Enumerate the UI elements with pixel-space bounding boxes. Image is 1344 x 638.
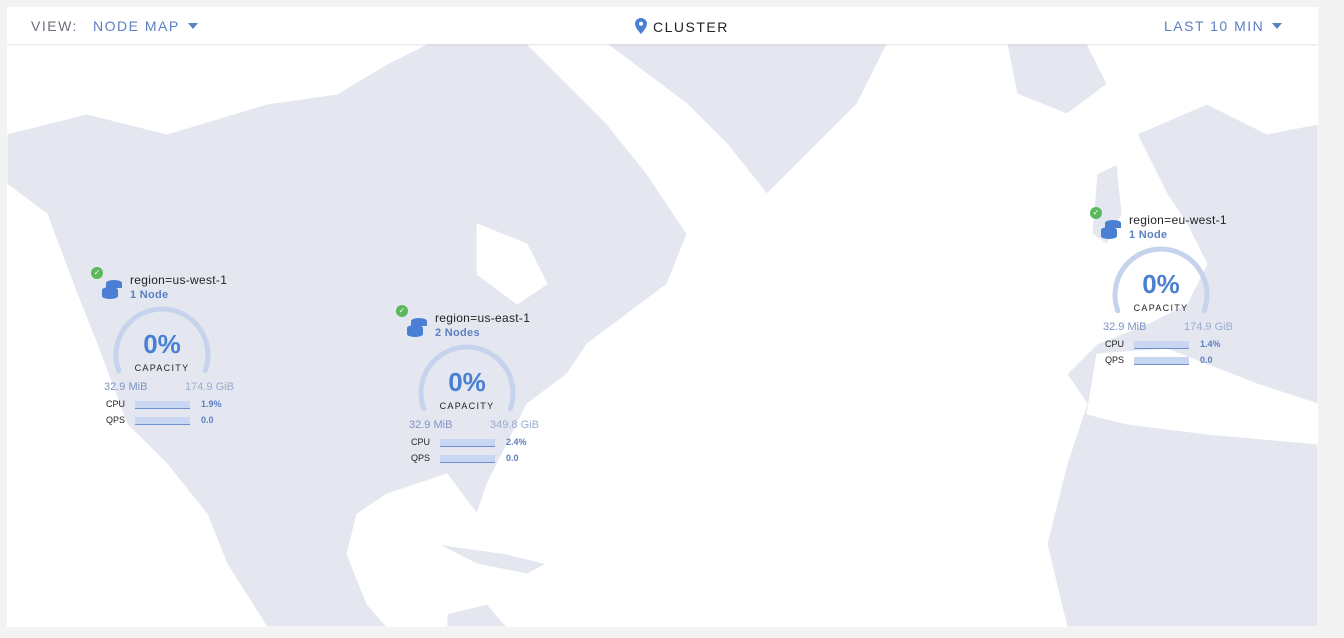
- qps-value: 0.0: [201, 415, 214, 425]
- node-count: 2 Nodes: [435, 327, 480, 339]
- capacity-percent: 0%: [1142, 269, 1180, 299]
- capacity-percent: 0%: [448, 367, 486, 397]
- qps-sparkline: [440, 455, 495, 463]
- region-card[interactable]: ✓ region=us-west-1 1 Node 0% CAPACITY 32…: [91, 267, 251, 427]
- capacity-gauge: [418, 344, 516, 412]
- breadcrumb-cluster: CLUSTER: [653, 19, 729, 35]
- qps-sparkline: [135, 417, 190, 425]
- view-dropdown[interactable]: NODE MAP: [93, 18, 198, 34]
- cpu-value: 1.9%: [201, 399, 222, 409]
- node-count: 1 Node: [1129, 229, 1168, 241]
- qps-sparkline: [1134, 357, 1189, 365]
- region-name[interactable]: region=eu-west-1: [1129, 213, 1227, 227]
- capacity-gauge: [1112, 246, 1210, 314]
- used-capacity: 32.9 MiB: [104, 381, 148, 393]
- capacity-label: CAPACITY: [439, 401, 495, 411]
- world-map[interactable]: [7, 44, 1318, 627]
- qps-label: QPS: [1105, 355, 1125, 365]
- cpu-label: CPU: [411, 437, 431, 447]
- used-capacity: 32.9 MiB: [1103, 321, 1147, 333]
- database-icon: [407, 318, 427, 337]
- chevron-down-icon: [187, 23, 198, 29]
- database-icon: [102, 280, 122, 299]
- view-value: NODE MAP: [93, 18, 180, 34]
- view-label: VIEW:: [31, 18, 78, 34]
- capacity-percent: 0%: [143, 329, 181, 359]
- cpu-label: CPU: [106, 399, 126, 409]
- total-capacity: 174.9 GiB: [1184, 321, 1233, 333]
- qps-label: QPS: [411, 453, 431, 463]
- node-count: 1 Node: [130, 289, 169, 301]
- check-icon: ✓: [396, 305, 408, 317]
- cpu-sparkline: [440, 439, 495, 447]
- cpu-value: 2.4%: [506, 437, 527, 447]
- cpu-label: CPU: [1105, 339, 1125, 349]
- used-capacity: 32.9 MiB: [409, 419, 453, 431]
- check-icon: ✓: [91, 267, 103, 279]
- capacity-label: CAPACITY: [134, 363, 190, 373]
- qps-value: 0.0: [1200, 355, 1213, 365]
- chevron-down-icon: [1272, 23, 1283, 29]
- cpu-sparkline: [1134, 341, 1189, 349]
- qps-label: QPS: [106, 415, 126, 425]
- database-icon: [1101, 220, 1121, 239]
- region-card[interactable]: ✓ region=us-east-1 2 Nodes 0% CAPACITY 3…: [396, 305, 556, 465]
- time-range-value: LAST 10 MIN: [1164, 18, 1265, 34]
- total-capacity: 349.8 GiB: [490, 419, 539, 431]
- capacity-label: CAPACITY: [1133, 303, 1189, 313]
- location-pin-icon: [635, 18, 647, 34]
- total-capacity: 174.9 GiB: [185, 381, 234, 393]
- header: VIEW: NODE MAP CLUSTER LAST 10 MIN: [7, 7, 1318, 44]
- check-icon: ✓: [1090, 207, 1102, 219]
- cpu-value: 1.4%: [1200, 339, 1221, 349]
- region-name[interactable]: region=us-west-1: [130, 273, 228, 287]
- breadcrumb[interactable]: CLUSTER: [635, 18, 729, 35]
- region-name[interactable]: region=us-east-1: [435, 311, 531, 325]
- cpu-sparkline: [135, 401, 190, 409]
- capacity-gauge: [113, 306, 211, 374]
- time-range-dropdown[interactable]: LAST 10 MIN: [1164, 18, 1283, 34]
- node-map-panel: VIEW: NODE MAP CLUSTER LAST 10 MIN ✓ reg…: [7, 7, 1318, 627]
- region-card[interactable]: ✓ region=eu-west-1 1 Node 0% CAPACITY 32…: [1090, 207, 1250, 367]
- qps-value: 0.0: [506, 453, 519, 463]
